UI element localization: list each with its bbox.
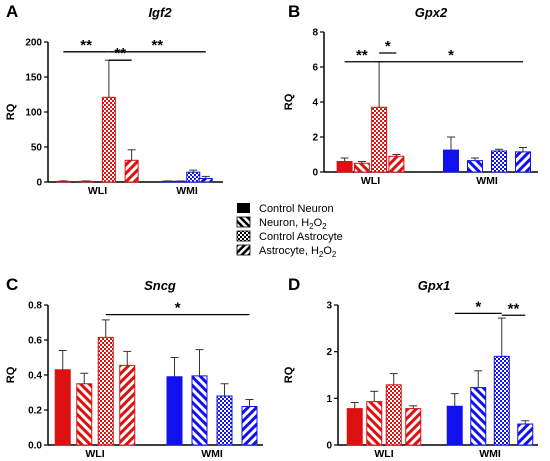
- panel-title: Igf2: [148, 5, 172, 20]
- panel-letter: C: [6, 275, 18, 294]
- y-tick-label: 0.0: [28, 441, 42, 452]
- significance-label: **: [356, 47, 368, 64]
- bar: [470, 387, 487, 446]
- y-tick-label: 4: [312, 98, 318, 109]
- category-label: WMI: [479, 448, 501, 460]
- panel-title: Gpx2: [415, 5, 448, 20]
- category-label: WLI: [85, 448, 104, 460]
- y-tick-label: 2: [312, 133, 318, 144]
- bar: [198, 178, 213, 183]
- bar: [388, 155, 405, 173]
- y-tick-label: 0.8: [28, 301, 42, 312]
- y-tick-label: 0.6: [28, 336, 42, 347]
- legend-swatch-control-neuron: [237, 203, 250, 213]
- panel-letter: D: [288, 275, 300, 294]
- significance-label: **: [114, 45, 126, 62]
- y-tick-label: 200: [25, 38, 42, 49]
- legend-item: Astrocyte, H2O2: [236, 244, 337, 259]
- y-tick-label: 0: [36, 178, 42, 189]
- panel-a: A Igf2 RQ 0 50 100 150 200 WLI WMI ** ** **: [5, 2, 223, 197]
- panel-title: Sncg: [144, 278, 176, 293]
- bar: [371, 106, 388, 173]
- panel-title: Gpx1: [418, 278, 451, 293]
- bar: [443, 149, 459, 173]
- panel-letter: A: [6, 2, 18, 21]
- bar: [186, 171, 201, 183]
- bar: [166, 376, 183, 446]
- significance-label: *: [475, 298, 481, 315]
- bar: [517, 423, 534, 446]
- category-label: WLI: [361, 175, 380, 187]
- bar: [446, 405, 463, 446]
- bar: [405, 408, 422, 446]
- bar: [241, 406, 258, 446]
- bar: [467, 160, 483, 173]
- bar: [336, 161, 353, 173]
- y-tick-label: 50: [31, 143, 43, 154]
- category-label: WMI: [476, 175, 498, 187]
- bar: [101, 96, 116, 183]
- bar: [216, 395, 233, 446]
- bar: [191, 375, 208, 446]
- y-tick-label: 6: [312, 63, 318, 74]
- y-tick-label: 0: [326, 441, 332, 452]
- y-tick-label: 3: [326, 301, 332, 312]
- bar: [366, 401, 383, 446]
- panel-letter: B: [288, 2, 300, 21]
- significance-label: *: [175, 300, 181, 317]
- bar: [97, 336, 114, 446]
- significance-label: **: [508, 300, 520, 317]
- legend-label-control-astrocyte: Control Astrocyte: [259, 231, 343, 243]
- significance-label: **: [151, 37, 163, 54]
- bar: [124, 159, 139, 183]
- y-tick-label: 8: [312, 28, 318, 39]
- y-tick-label: 1: [326, 394, 332, 405]
- legend-label-control-neuron: Control Neuron: [259, 203, 334, 215]
- bar: [385, 384, 402, 446]
- bar: [346, 408, 363, 446]
- legend-swatch-neuron-h2o2: [236, 216, 251, 228]
- legend-item: Control Neuron: [237, 203, 334, 215]
- panel-c: C Sncg RQ 0.0 0.2 0.4 0.6 0.8 WLI WMI *: [5, 275, 263, 460]
- bar: [54, 369, 71, 446]
- bar: [493, 355, 510, 446]
- y-axis-label: RQ: [283, 93, 295, 110]
- significance-label: *: [448, 47, 454, 64]
- legend-item: Neuron, H2O2: [236, 216, 327, 231]
- y-tick-label: 100: [25, 108, 42, 119]
- y-tick-label: 0: [312, 168, 318, 179]
- category-label: WLI: [88, 185, 107, 197]
- y-tick-label: 0.4: [28, 371, 42, 382]
- category-label: WLI: [374, 448, 393, 460]
- significance-label: **: [80, 37, 92, 54]
- legend-swatch-astrocyte-h2o2: [236, 244, 251, 256]
- y-axis-label: RQ: [283, 366, 295, 383]
- bar: [515, 151, 531, 173]
- legend-label-astrocyte-h2o2: Astrocyte, H2O2: [259, 245, 337, 259]
- legend-item: Control Astrocyte: [236, 230, 343, 243]
- bar: [119, 364, 136, 446]
- bar: [76, 383, 93, 446]
- y-tick-label: 150: [25, 73, 42, 84]
- y-tick-label: 2: [326, 347, 332, 358]
- bar: [491, 150, 507, 173]
- y-axis-label: RQ: [5, 103, 17, 120]
- y-axis-label: RQ: [5, 366, 17, 383]
- category-label: WMI: [201, 448, 223, 460]
- legend-swatch-control-astrocyte: [236, 230, 251, 242]
- significance-label: *: [385, 38, 391, 55]
- legend: Control Neuron Neuron, H2O2 Control Astr…: [236, 203, 343, 259]
- legend-label-neuron-h2o2: Neuron, H2O2: [259, 217, 327, 231]
- y-tick-label: 0.2: [28, 406, 42, 417]
- category-label: WMI: [176, 185, 198, 197]
- bar: [353, 162, 370, 173]
